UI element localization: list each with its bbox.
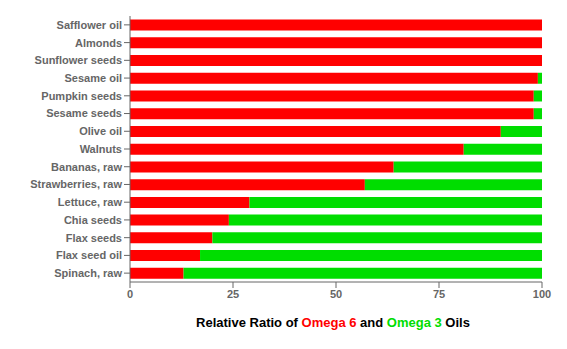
svg-text:Lettuce, raw: Lettuce, raw — [58, 196, 123, 208]
svg-text:Spinach, raw: Spinach, raw — [54, 267, 122, 279]
svg-text:Sesame seeds: Sesame seeds — [46, 107, 122, 119]
svg-text:Sunflower seeds: Sunflower seeds — [35, 54, 122, 66]
svg-text:Safflower oil: Safflower oil — [57, 19, 122, 31]
svg-text:0: 0 — [127, 288, 133, 300]
svg-text:50: 50 — [330, 288, 342, 300]
svg-text:Chia seeds: Chia seeds — [64, 214, 122, 226]
svg-text:Almonds: Almonds — [75, 37, 122, 49]
svg-text:25: 25 — [227, 288, 239, 300]
svg-text:Strawberries, raw: Strawberries, raw — [30, 178, 122, 190]
svg-text:Flax seeds: Flax seeds — [66, 232, 122, 244]
html-text:Relative Ratio of Omega 6 and: Relative Ratio of Omega 6 and Omega 3 Oi… — [196, 315, 470, 330]
svg-text:Walnuts: Walnuts — [80, 143, 122, 155]
svg-text:100: 100 — [533, 288, 551, 300]
svg-text:Flax seed oil: Flax seed oil — [56, 249, 122, 261]
svg-text:75: 75 — [433, 288, 445, 300]
svg-text:Sesame oil: Sesame oil — [65, 72, 122, 84]
svg-text:Bananas, raw: Bananas, raw — [51, 161, 122, 173]
svg-text:Olive oil: Olive oil — [79, 125, 122, 137]
svg-text:Pumpkin seeds: Pumpkin seeds — [41, 90, 122, 102]
